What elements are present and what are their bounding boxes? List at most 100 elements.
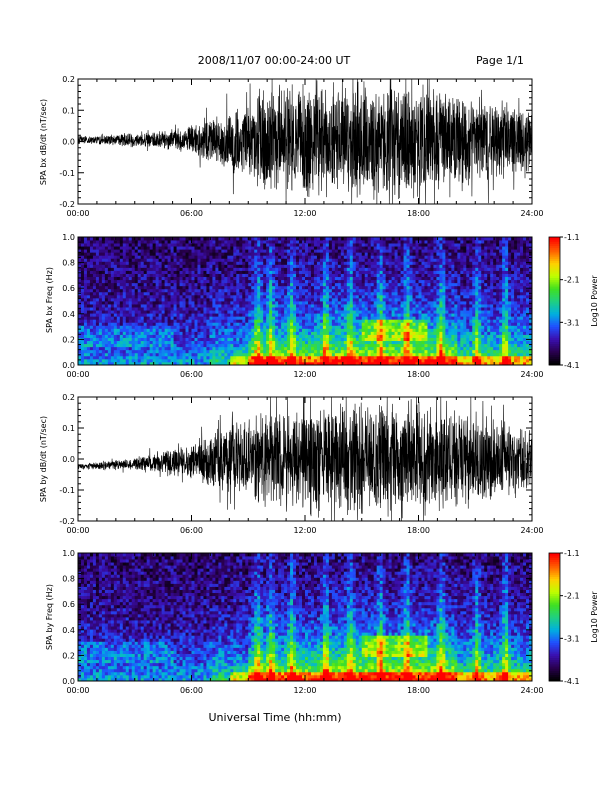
heatmap-cell xyxy=(224,246,228,250)
heatmap-cell xyxy=(203,310,207,314)
heatmap-cell xyxy=(293,252,297,256)
heatmap-cell xyxy=(391,313,396,317)
heatmap-cell xyxy=(278,246,282,250)
heatmap-cell xyxy=(254,307,258,311)
heatmap-cell xyxy=(340,340,345,345)
heatmap-cell xyxy=(92,304,97,308)
heatmap-cell xyxy=(385,267,390,271)
heatmap-cell xyxy=(110,301,115,305)
heatmap-cell xyxy=(409,337,413,342)
heatmap-cell xyxy=(382,358,387,363)
heatmap-cell xyxy=(358,343,363,348)
heatmap-cell xyxy=(134,319,139,323)
heatmap-cell xyxy=(287,255,291,259)
heatmap-cell xyxy=(406,328,410,332)
heatmap-cell xyxy=(83,343,88,348)
heatmap-cell xyxy=(206,237,210,241)
heatmap-cell xyxy=(197,270,201,274)
heatmap-cell xyxy=(158,355,163,360)
heatmap-cell xyxy=(152,319,157,323)
heatmap-cell xyxy=(361,331,366,335)
heatmap-cell xyxy=(143,301,148,305)
heatmap-cell xyxy=(340,249,345,253)
heatmap-cell xyxy=(275,349,279,354)
heatmap-cell xyxy=(412,261,416,265)
heatmap-cell xyxy=(358,258,363,262)
heatmap-cell xyxy=(319,316,324,320)
heatmap-cell xyxy=(224,304,228,308)
heatmap-cell xyxy=(179,301,183,305)
heatmap-cell xyxy=(355,310,360,314)
heatmap-cell xyxy=(340,288,345,293)
heatmap-cell xyxy=(278,261,282,265)
heatmap-cell xyxy=(275,261,279,265)
heatmap-cell xyxy=(254,270,258,274)
heatmap-cell xyxy=(119,252,124,256)
heatmap-cell xyxy=(343,319,348,323)
heatmap-cell xyxy=(409,282,413,287)
heatmap-cell xyxy=(101,297,106,302)
heatmap-cell xyxy=(343,294,348,299)
heatmap-cell xyxy=(349,282,354,287)
heatmap-cell xyxy=(409,258,413,262)
heatmap-cell xyxy=(80,334,85,338)
heatmap-cell xyxy=(164,249,169,253)
heatmap-cell xyxy=(218,313,222,317)
heatmap-cell xyxy=(78,285,82,290)
heatmap-cell xyxy=(293,273,297,278)
heatmap-cell xyxy=(227,288,231,293)
heatmap-cell xyxy=(239,352,243,357)
heatmap-cell xyxy=(394,267,398,271)
heatmap-cell xyxy=(307,328,312,332)
heatmap-cell xyxy=(221,322,225,326)
heatmap-cell xyxy=(122,276,127,281)
heatmap-cell xyxy=(400,297,404,302)
heatmap-cell xyxy=(230,319,234,323)
heatmap-cell xyxy=(337,255,342,259)
heatmap-cell xyxy=(155,261,160,265)
heatmap-cell xyxy=(316,294,321,299)
heatmap-cell xyxy=(397,270,401,274)
heatmap-cell xyxy=(236,313,240,317)
heatmap-cell xyxy=(355,261,360,265)
heatmap-cell xyxy=(415,243,419,247)
heatmap-cell xyxy=(245,264,249,268)
heatmap-cell xyxy=(275,331,279,335)
heatmap-cell xyxy=(334,243,339,247)
heatmap-cell xyxy=(110,331,115,335)
heatmap-cell xyxy=(206,358,210,363)
heatmap-cell xyxy=(197,319,201,323)
heatmap-cell xyxy=(203,237,207,241)
heatmap-cell xyxy=(299,301,303,305)
heatmap-cell xyxy=(230,282,234,287)
heatmap-cell xyxy=(185,355,189,360)
heatmap-cell xyxy=(376,240,381,244)
heatmap-cell xyxy=(382,255,387,259)
heatmap-cell xyxy=(80,358,85,363)
heatmap-cell xyxy=(272,255,276,259)
heatmap-cell xyxy=(104,291,109,296)
heatmap-cell xyxy=(316,331,321,335)
heatmap-cell xyxy=(128,352,133,357)
heatmap-cell xyxy=(200,328,204,332)
heatmap-cell xyxy=(197,288,201,293)
heatmap-cell xyxy=(358,307,363,311)
heatmap-cell xyxy=(370,297,375,302)
heatmap-cell xyxy=(143,313,148,317)
heatmap-cell xyxy=(287,343,291,348)
heatmap-cell xyxy=(233,249,237,253)
heatmap-cell xyxy=(367,352,372,357)
heatmap-cell xyxy=(242,237,246,241)
heatmap-cell xyxy=(230,267,234,271)
heatmap-cell xyxy=(287,307,291,311)
heatmap-cell xyxy=(412,264,416,268)
heatmap-cell xyxy=(334,291,339,296)
heatmap-cell xyxy=(325,273,330,278)
heatmap-cell xyxy=(137,267,142,271)
heatmap-cell xyxy=(188,340,192,345)
heatmap-cell xyxy=(221,297,225,302)
heatmap-cell xyxy=(125,301,130,305)
heatmap-cell xyxy=(349,319,354,323)
heatmap-cell xyxy=(161,319,166,323)
heatmap-cell xyxy=(137,346,142,351)
